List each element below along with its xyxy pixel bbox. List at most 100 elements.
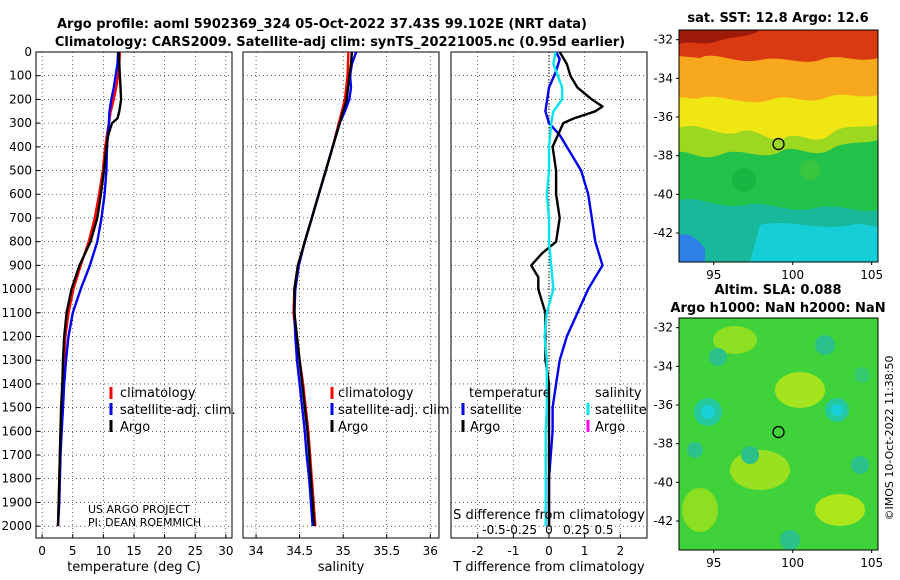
sst-lightgreen-band <box>679 125 878 158</box>
x-tick-label: 25 <box>188 544 203 558</box>
map-lat-label: -36 <box>653 110 673 124</box>
temperature-x-ticks: 0 5 10 15 20 25 30 <box>38 534 234 558</box>
sla-low-7 <box>851 456 869 474</box>
imos-timestamp: ©IMOS 10-Oct-2022 11:38:50 <box>883 355 896 520</box>
depth-tick-label: 600 <box>9 187 32 201</box>
difference-xlabel: T difference from climatology <box>452 560 645 575</box>
salinity-grid <box>243 51 439 538</box>
credit-pi: PI: DEAN ROEMMICH <box>88 516 201 529</box>
depth-tick-label: 1900 <box>1 495 32 509</box>
s-tick-label: 0.25 <box>563 523 590 537</box>
map-lon-label: 105 <box>860 268 883 282</box>
legend-t-argo-label: Argo <box>470 420 500 435</box>
legend-satellite-label: satellite-adj. clim. <box>120 403 236 418</box>
x-tick-label: 0 <box>545 544 553 558</box>
salinity-panel: 34 34.5 35 35.5 36 salinity climatology sate… <box>242 51 454 575</box>
sla-map-title: Altim. SLA: 0.088 <box>715 283 842 298</box>
sst-darkred-patch <box>679 30 760 44</box>
map-lat-label: -36 <box>653 398 673 412</box>
map-lat-label: -42 <box>653 226 673 240</box>
temperature-panel: 0 5 10 15 20 25 30 0 100 200 300 400 500 600 700 800 90… <box>1 45 235 575</box>
sla-low-3 <box>709 348 727 366</box>
sst-map-ticks: -32 -34 -36 -38 -40 -42 95 100 105 <box>653 33 883 282</box>
salinity-x-ticks: 34 34.5 35 35.5 36 <box>248 534 438 558</box>
sst-map-panel: sat. SST: 12.8 Argo: 12.6 -32 -34 -36 -38 -4… <box>653 11 883 282</box>
legend-temperature-header: temperature <box>469 386 551 401</box>
sst-cyan-band <box>750 222 878 262</box>
depth-tick-label: 1800 <box>1 472 32 486</box>
sla-argo-location-marker <box>772 425 785 439</box>
difference-grid <box>451 51 647 538</box>
x-tick-label: 1 <box>581 544 589 558</box>
s-tick-label: -0.5 <box>482 523 505 537</box>
sla-field <box>679 318 878 550</box>
series-line-argo <box>293 51 354 527</box>
legend-t-satellite-label: satellite <box>470 403 522 418</box>
depth-tick-label: 300 <box>9 116 32 130</box>
sla-map-subtitle: Argo h1000: NaN h2000: NaN <box>670 301 885 316</box>
series-line-t-satellite <box>544 51 604 527</box>
s-tick-label: -0.25 <box>506 523 537 537</box>
depth-tick-label: 900 <box>9 258 32 272</box>
sla-high-1 <box>713 326 757 354</box>
x-tick-label: 10 <box>96 544 111 558</box>
x-tick-label: 30 <box>218 544 233 558</box>
sla-high-4 <box>815 494 865 526</box>
difference-x-ticks: -2 -1 0 1 2 <box>472 534 624 558</box>
s-tick-label: 0.5 <box>594 523 613 537</box>
series-line-argo <box>56 51 123 527</box>
temperature-series <box>56 51 123 527</box>
x-tick-label: 35.5 <box>373 544 400 558</box>
sla-map-ticks: -32 -34 -36 -38 -40 -42 95 100 105 <box>653 321 883 570</box>
map-lat-label: -40 <box>653 187 673 201</box>
salinity-plot-area <box>242 51 440 539</box>
legend-climatology-label: climatology <box>338 386 414 401</box>
sst-field <box>679 30 878 262</box>
depth-tick-label: 100 <box>9 69 32 83</box>
map-lat-label: -40 <box>653 475 673 489</box>
legend-climatology-label: climatology <box>120 386 196 401</box>
sla-low-5 <box>741 446 759 464</box>
sst-map-title: sat. SST: 12.8 Argo: 12.6 <box>687 11 868 26</box>
series-line-s-satellite <box>543 51 564 527</box>
depth-tick-label: 2000 <box>1 519 32 533</box>
depth-tick-label: 1600 <box>1 424 32 438</box>
sla-high-5 <box>682 488 718 532</box>
sla-map-frame <box>678 317 879 551</box>
sst-map-frame <box>678 29 879 263</box>
x-tick-label: 36 <box>423 544 438 558</box>
x-tick-label: -1 <box>507 544 519 558</box>
x-tick-label: 34.5 <box>286 544 313 558</box>
sla-high-2 <box>775 372 825 408</box>
sst-blue-patch <box>679 234 705 262</box>
depth-tick-label: 1400 <box>1 377 32 391</box>
difference-panel: -2 -1 0 1 2 -0.5 -0.25 0 0.25 0.5 T difference f… <box>450 51 648 575</box>
depth-tick-label: 500 <box>9 164 32 178</box>
x-tick-label: 2 <box>616 544 624 558</box>
legend-s-argo-label: Argo <box>595 420 625 435</box>
map-lat-label: -32 <box>653 321 673 335</box>
depth-ticks: 0 100 200 300 400 500 600 700 800 900 1000 1100 1200… <box>1 45 40 533</box>
salinity-xlabel: salinity <box>318 560 365 575</box>
map-lon-label: 95 <box>706 268 721 282</box>
depth-tick-label: 1200 <box>1 329 32 343</box>
sla-low-6 <box>687 442 703 458</box>
map-lon-label: 95 <box>706 556 721 570</box>
salinity-legend: climatology satellite-adj. clim. Argo <box>330 386 454 435</box>
map-lat-label: -42 <box>653 514 673 528</box>
depth-tick-label: 1300 <box>1 353 32 367</box>
legend-satellite-label: satellite-adj. clim. <box>338 403 454 418</box>
depth-tick-label: 400 <box>9 140 32 154</box>
difference-series <box>530 51 604 527</box>
depth-tick-label: 800 <box>9 235 32 249</box>
sla-low-4 <box>815 335 835 355</box>
x-tick-label: 0 <box>38 544 46 558</box>
depth-tick-label: 700 <box>9 211 32 225</box>
x-tick-label: 15 <box>126 544 141 558</box>
legend-s-satellite-label: satellite <box>595 403 647 418</box>
legend-salinity-header: salinity <box>595 386 642 401</box>
sla-high-3 <box>730 450 790 490</box>
legend-argo-label: Argo <box>120 420 150 435</box>
